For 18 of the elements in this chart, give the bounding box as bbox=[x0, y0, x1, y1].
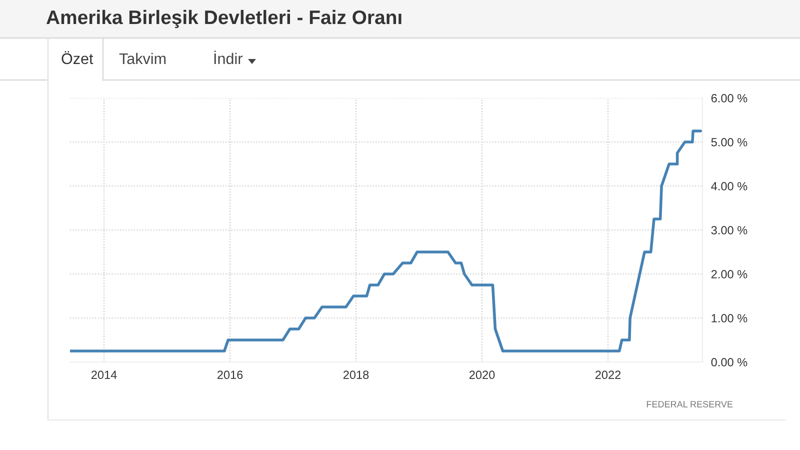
x-tick-label: 2016 bbox=[217, 370, 243, 380]
x-tick-label: 2020 bbox=[469, 370, 495, 380]
y-tick-label: 1.00 % bbox=[712, 314, 748, 322]
chart-title: Amerika Birleşik Devletleri - Faiz Oranı bbox=[46, 10, 402, 28]
y-tick-label: 6.00 % bbox=[711, 94, 748, 102]
text: FEDERAL RESERVE bbox=[646, 401, 733, 408]
x-tick-label: 2018 bbox=[343, 370, 369, 380]
text: Takvim bbox=[119, 52, 166, 64]
text: Özet bbox=[62, 51, 94, 64]
text: İndir bbox=[214, 50, 242, 64]
y-tick-label: 5.00 % bbox=[711, 138, 748, 146]
x-tick-label: 2022 bbox=[595, 370, 621, 380]
line-series bbox=[70, 130, 702, 352]
y-tick-label: 3.00 % bbox=[711, 226, 748, 234]
x-tick-label: 2014 bbox=[91, 370, 117, 380]
y-tick-label: 0.00 % bbox=[711, 358, 748, 366]
y-tick-label: 4.00 % bbox=[711, 182, 748, 190]
y-tick-label: 2.00 % bbox=[711, 270, 748, 278]
